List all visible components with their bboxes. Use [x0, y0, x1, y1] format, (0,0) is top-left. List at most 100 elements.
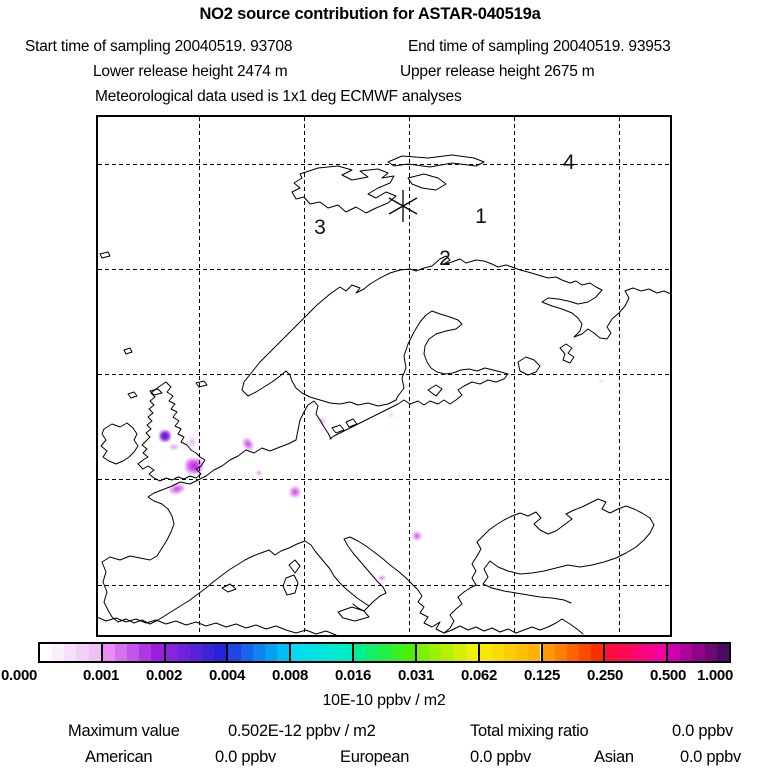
colorbar-cell [303, 644, 316, 661]
region-label-3: 3 [314, 216, 326, 239]
colorbar-tick-label: 0.016 [334, 667, 372, 684]
plot-title: NO2 source contribution for ASTAR-040519… [199, 5, 541, 23]
colorbar-cell [692, 644, 705, 661]
region-label-2: 2 [439, 247, 451, 270]
concentration-spot [169, 444, 179, 450]
concentration-spot [239, 435, 257, 453]
met-data-text: Meteorological data used is 1x1 deg ECMW… [95, 88, 462, 105]
colorbar-cell [554, 644, 567, 661]
concentration-spot [317, 417, 327, 425]
colorbar-segment [540, 644, 604, 661]
colorbar-unit-label: 10E-10 ppbv / m2 [322, 692, 446, 709]
colorbar-cell [528, 644, 541, 661]
colorbar [38, 642, 731, 663]
colorbar-cell [240, 644, 253, 661]
stat-value: 0.0 ppbv [470, 748, 531, 766]
colorbar-cell [716, 644, 729, 661]
colorbar-segment [414, 644, 478, 661]
colorbar-tick-label: 0.001 [82, 667, 120, 684]
stat-value: 0.502E-12 ppbv / m2 [228, 722, 376, 740]
colorbar-cell [566, 644, 579, 661]
colorbar-cell [127, 644, 140, 661]
colorbar-cell [277, 644, 290, 661]
end-time-text: End time of sampling 20040519. 93953 [408, 38, 671, 55]
concentration-spot [188, 437, 196, 447]
colorbar-cell [390, 644, 403, 661]
colorbar-tick-label: 0.002 [145, 667, 183, 684]
colorbar-cell [202, 644, 215, 661]
upper-release-text: Upper release height 2675 m [400, 63, 595, 80]
concentration-spot [412, 531, 422, 541]
colorbar-tick-label: 0.000 [1, 667, 38, 684]
coastlines [96, 154, 672, 636]
colorbar-cell [354, 644, 367, 661]
colorbar-segment [477, 644, 541, 661]
colorbar-cell [479, 644, 492, 661]
region-label-4: 4 [563, 151, 575, 174]
colorbar-cell [465, 644, 478, 661]
concentration-spot [185, 458, 203, 474]
colorbar-segment [352, 644, 415, 661]
stat-value: 0.0 ppbv [680, 748, 741, 766]
colorbar-cell [315, 644, 328, 661]
colorbar-cell [114, 644, 128, 661]
colorbar-cell [402, 644, 415, 661]
concentration-spot [388, 412, 394, 418]
stat-label: Total mixing ratio [470, 722, 589, 740]
colorbar-cell [516, 644, 529, 661]
colorbar-cell [504, 644, 517, 661]
colorbar-cell [704, 644, 717, 661]
colorbar-cell [64, 644, 77, 661]
release-marker-asterisk [388, 190, 418, 222]
concentration-spot [289, 486, 301, 498]
colorbar-segment [163, 644, 227, 661]
colorbar-cell [264, 644, 278, 661]
stat-label: European [340, 748, 410, 766]
colorbar-cell [151, 644, 164, 661]
colorbar-cell [228, 644, 241, 661]
colorbar-tick-label: 1.000 [696, 667, 733, 684]
stat-label: Asian [594, 748, 634, 766]
colorbar-cell [453, 644, 466, 661]
colorbar-cell [252, 644, 265, 661]
colorbar-cell [653, 644, 667, 661]
concentration-spot [159, 430, 171, 442]
colorbar-tick-label: 0.004 [208, 667, 246, 684]
colorbar-cell [339, 644, 353, 661]
start-time-text: Start time of sampling 20040519. 93708 [25, 38, 293, 55]
colorbar-tick-label: 0.031 [397, 667, 435, 684]
colorbar-cell [617, 644, 630, 661]
stat-value: 0.0 ppbv [672, 722, 733, 740]
colorbar-cell [366, 644, 379, 661]
colorbar-cell [214, 644, 227, 661]
colorbar-cell [139, 644, 152, 661]
colorbar-segment [603, 644, 667, 661]
colorbar-cell [177, 644, 190, 661]
colorbar-cell [668, 644, 681, 661]
colorbar-cell [578, 644, 592, 661]
colorbar-cell [40, 644, 53, 661]
colorbar-cell [542, 644, 555, 661]
colorbar-cell [605, 644, 618, 661]
map-frame [96, 115, 672, 637]
colorbar-cell [291, 644, 304, 661]
concentration-spot [598, 379, 604, 383]
colorbar-cell [189, 644, 203, 661]
colorbar-segment [100, 644, 164, 661]
colorbar-cell [441, 644, 454, 661]
colorbar-tick-label: 0.250 [586, 667, 624, 684]
colorbar-cell [88, 644, 101, 661]
lower-release-text: Lower release height 2474 m [93, 63, 288, 80]
stat-value: 0.0 ppbv [215, 748, 276, 766]
colorbar-cell [76, 644, 89, 661]
colorbar-cell [629, 644, 642, 661]
colorbar-cell [680, 644, 693, 661]
map-gridlines [98, 117, 670, 635]
colorbar-segment [289, 644, 353, 661]
colorbar-cell [327, 644, 340, 661]
concentration-spot [256, 470, 262, 476]
colorbar-segment [666, 644, 729, 661]
colorbar-cell [641, 644, 654, 661]
colorbar-segment [226, 644, 290, 661]
